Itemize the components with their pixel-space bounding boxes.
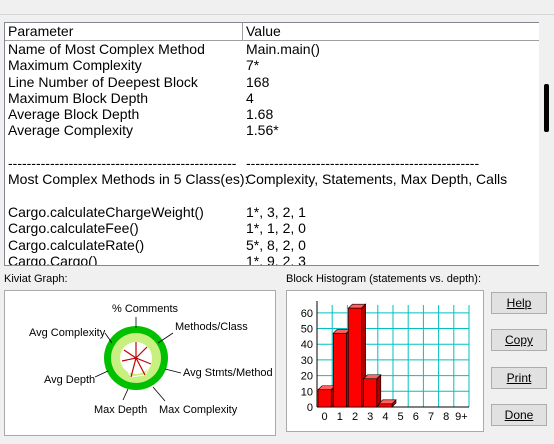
x-tick-label: 6 (413, 411, 419, 423)
y-tick-label: 30 (301, 355, 313, 367)
parameter-cell: Cargo.calculateRate() (8, 236, 145, 253)
kiviat-polygon (121, 341, 152, 378)
kiviat-graph-label: Kiviat Graph: (4, 273, 68, 285)
table-row[interactable]: Name of Most Complex Method Main.main() (5, 41, 541, 57)
block-histogram-label: Block Histogram (statements vs. depth): (286, 273, 482, 285)
table-row[interactable] (5, 188, 541, 204)
value-cell: 1*, 3, 2, 1 (246, 203, 306, 220)
table-row[interactable]: Average Block Depth 1.68 (5, 106, 541, 122)
histogram-bar (347, 303, 367, 408)
x-tick-label: 4 (382, 411, 388, 423)
histogram-bar (378, 399, 397, 408)
help-button[interactable]: Help (491, 292, 547, 314)
x-tick-label: 9+ (455, 411, 468, 423)
table-row[interactable]: Cargo.calculateRate() 5*, 8, 2, 0 (5, 237, 541, 253)
value-cell: Main.main() (246, 41, 320, 57)
histogram-bar (317, 385, 336, 408)
scrollbar-thumb[interactable] (544, 84, 549, 132)
value-cell: 7* (246, 57, 260, 74)
print-button[interactable]: Print (491, 367, 547, 389)
value-cell: ----------------------------------------… (246, 155, 480, 172)
value-cell: Complexity, Statements, Max Depth, Calls (246, 171, 508, 188)
table-row[interactable]: Average Complexity 1.56* (5, 122, 541, 138)
parameter-cell: Cargo.Cargo() (8, 252, 98, 266)
done-button[interactable]: Done (491, 404, 547, 426)
parameter-cell: Average Complexity (8, 122, 134, 139)
value-cell: 1*, 9, 2, 3 (246, 252, 306, 266)
column-header-value[interactable]: Value (246, 23, 281, 39)
value-cell: 1.56* (246, 122, 279, 139)
kiviat-axis-comments: % Comments (112, 303, 179, 315)
value-cell: 1*, 1, 2, 0 (246, 220, 306, 237)
parameter-cell: Line Number of Deepest Block (8, 73, 198, 90)
kiviat-graph-svg: % Comments Methods/Class Avg Stmts/Metho… (29, 303, 273, 416)
x-tick-label: 1 (337, 411, 343, 423)
column-header-parameter-cell[interactable] (5, 23, 243, 40)
table-row[interactable]: Cargo.calculateChargeWeight() 1*, 3, 2, 1 (5, 204, 541, 220)
parameter-cell: Maximum Complexity (8, 57, 142, 74)
window-top-strip (0, 0, 554, 14)
kiviat-graph: % Comments Methods/Class Avg Stmts/Metho… (4, 290, 276, 436)
value-cell: 4 (246, 89, 254, 106)
table-row[interactable]: Cargo.Cargo() 1*, 9, 2, 3 (5, 252, 541, 266)
histogram-bar (332, 328, 352, 408)
column-header-parameter[interactable]: Parameter (8, 23, 74, 39)
kiviat-axis-max-complexity: Max Complexity (159, 404, 238, 416)
table-row[interactable]: Maximum Complexity 7* (5, 57, 541, 73)
x-tick-label: 0 (322, 411, 328, 423)
copy-button[interactable]: Copy (491, 329, 547, 351)
divider (0, 14, 554, 15)
y-tick-label: 0 (307, 402, 313, 414)
value-cell: 5*, 8, 2, 0 (246, 236, 306, 253)
vertical-scrollbar[interactable] (539, 22, 554, 266)
table-row[interactable]: Cargo.calculateFee() 1*, 1, 2, 0 (5, 220, 541, 236)
kiviat-axis-avg-complexity: Avg Complexity (29, 327, 106, 339)
metrics-rows: Name of Most Complex Method Main.main() Ma… (5, 41, 541, 266)
parameter-cell: Most Complex Methods in 5 Class(es): (8, 171, 249, 188)
block-histogram: 60 50 40 30 20 10 0 0 1 2 3 4 5 6 7 8 9+ (286, 290, 484, 432)
y-tick-label: 20 (301, 371, 313, 383)
table-row[interactable] (5, 139, 541, 155)
metrics-list[interactable]: Parameter Value Name of Most Complex Met… (4, 22, 542, 266)
x-tick-label: 5 (398, 411, 404, 423)
x-tick-label: 8 (443, 411, 449, 423)
x-tick-label: 7 (428, 411, 434, 423)
y-tick-label: 10 (301, 386, 313, 398)
parameter-cell: Cargo.calculateChargeWeight() (8, 203, 204, 220)
parameter-cell: Average Block Depth (8, 106, 140, 123)
histogram-bar (362, 374, 382, 408)
kiviat-axis-avg-stmts: Avg Stmts/Method (183, 367, 273, 379)
metrics-list-header: Parameter Value (5, 23, 541, 41)
y-tick-label: 50 (301, 324, 313, 336)
value-cell: 168 (246, 73, 270, 90)
y-tick-label: 40 (301, 339, 313, 351)
y-tick-label: 60 (301, 308, 313, 320)
parameter-cell: ----------------------------------------… (8, 155, 237, 172)
parameter-cell: Maximum Block Depth (8, 89, 149, 106)
kiviat-axis-avg-depth: Avg Depth (44, 374, 95, 386)
table-row[interactable]: Maximum Block Depth 4 (5, 90, 541, 106)
x-tick-label: 2 (352, 411, 358, 423)
table-row[interactable]: ----------------------------------------… (5, 155, 541, 171)
table-row[interactable]: Most Complex Methods in 5 Class(es): Comp… (5, 171, 541, 187)
kiviat-axis-max-depth: Max Depth (94, 404, 147, 416)
kiviat-axis-methods-per-class: Methods/Class (175, 321, 248, 333)
x-tick-label: 3 (367, 411, 373, 423)
value-cell: 1.68 (246, 106, 274, 123)
parameter-cell: Name of Most Complex Method (8, 41, 205, 57)
parameter-cell: Cargo.calculateFee() (8, 220, 139, 237)
table-row[interactable]: Line Number of Deepest Block 168 (5, 74, 541, 90)
